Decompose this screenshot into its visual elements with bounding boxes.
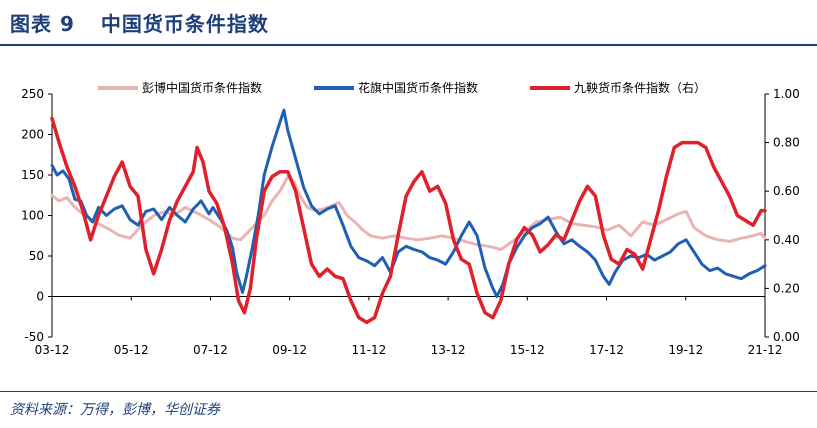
x-tick-label: 07-12: [193, 343, 228, 357]
y-left-tick-label: 200: [21, 128, 44, 142]
series-line-jiuyang: [50, 116, 767, 325]
x-tick-label: 09-12: [272, 343, 307, 357]
legend-label-jiuyang: 九鞅货币条件指数（右）: [574, 80, 706, 95]
legend-label-pengbo: 彭博中国货币条件指数: [142, 80, 262, 95]
figure-title-text: 中国货币条件指数: [100, 12, 269, 36]
y-right-tick-label: 0.20: [773, 281, 800, 295]
x-tick-label: 21-12: [748, 343, 783, 357]
y-left-tick-label: 150: [21, 168, 44, 182]
x-tick-label: 13-12: [431, 343, 466, 357]
y-left-tick-label: -50: [24, 330, 44, 344]
y-left-tick-label: 100: [21, 209, 44, 223]
x-tick-label: 11-12: [351, 343, 386, 357]
y-right-tick-label: 0.00: [773, 330, 800, 344]
figure-title: 图表 9 中国货币条件指数: [10, 8, 269, 37]
y-right-tick-label: 0.80: [773, 136, 800, 150]
y-left-tick-label: 0: [36, 290, 44, 304]
x-tick-label: 17-12: [589, 343, 624, 357]
legend-label-huaqi: 花旗中国货币条件指数: [358, 80, 478, 95]
x-tick-label: 05-12: [114, 343, 149, 357]
figure-number: 图表 9: [10, 12, 75, 36]
y-right-tick-label: 0.60: [773, 184, 800, 198]
x-tick-label: 15-12: [510, 343, 545, 357]
bottom-rule: [0, 391, 817, 392]
y-left-tick-label: 250: [21, 87, 44, 101]
source-note: 资料来源：万得，彭博，华创证券: [10, 402, 220, 418]
figure-header: 图表 9 中国货币条件指数: [0, 0, 817, 44]
x-tick-label: 19-12: [668, 343, 703, 357]
series-line-huaqi: [50, 108, 767, 298]
y-left-tick-label: 50: [29, 249, 44, 263]
top-rule: [0, 44, 817, 46]
chart-series: [50, 108, 767, 325]
y-right-tick-label: 1.00: [773, 87, 800, 101]
y-right-tick-label: 0.40: [773, 233, 800, 247]
x-tick-label: 03-12: [35, 343, 70, 357]
chart-axes: -50 0 50 100 150 200 250 0.00 0.20 0.40 0.60 0.80 1.…: [21, 87, 800, 357]
chart-legend: 彭博中国货币条件指数 花旗中国货币条件指数 九鞅货币条件指数（右）: [98, 80, 706, 95]
